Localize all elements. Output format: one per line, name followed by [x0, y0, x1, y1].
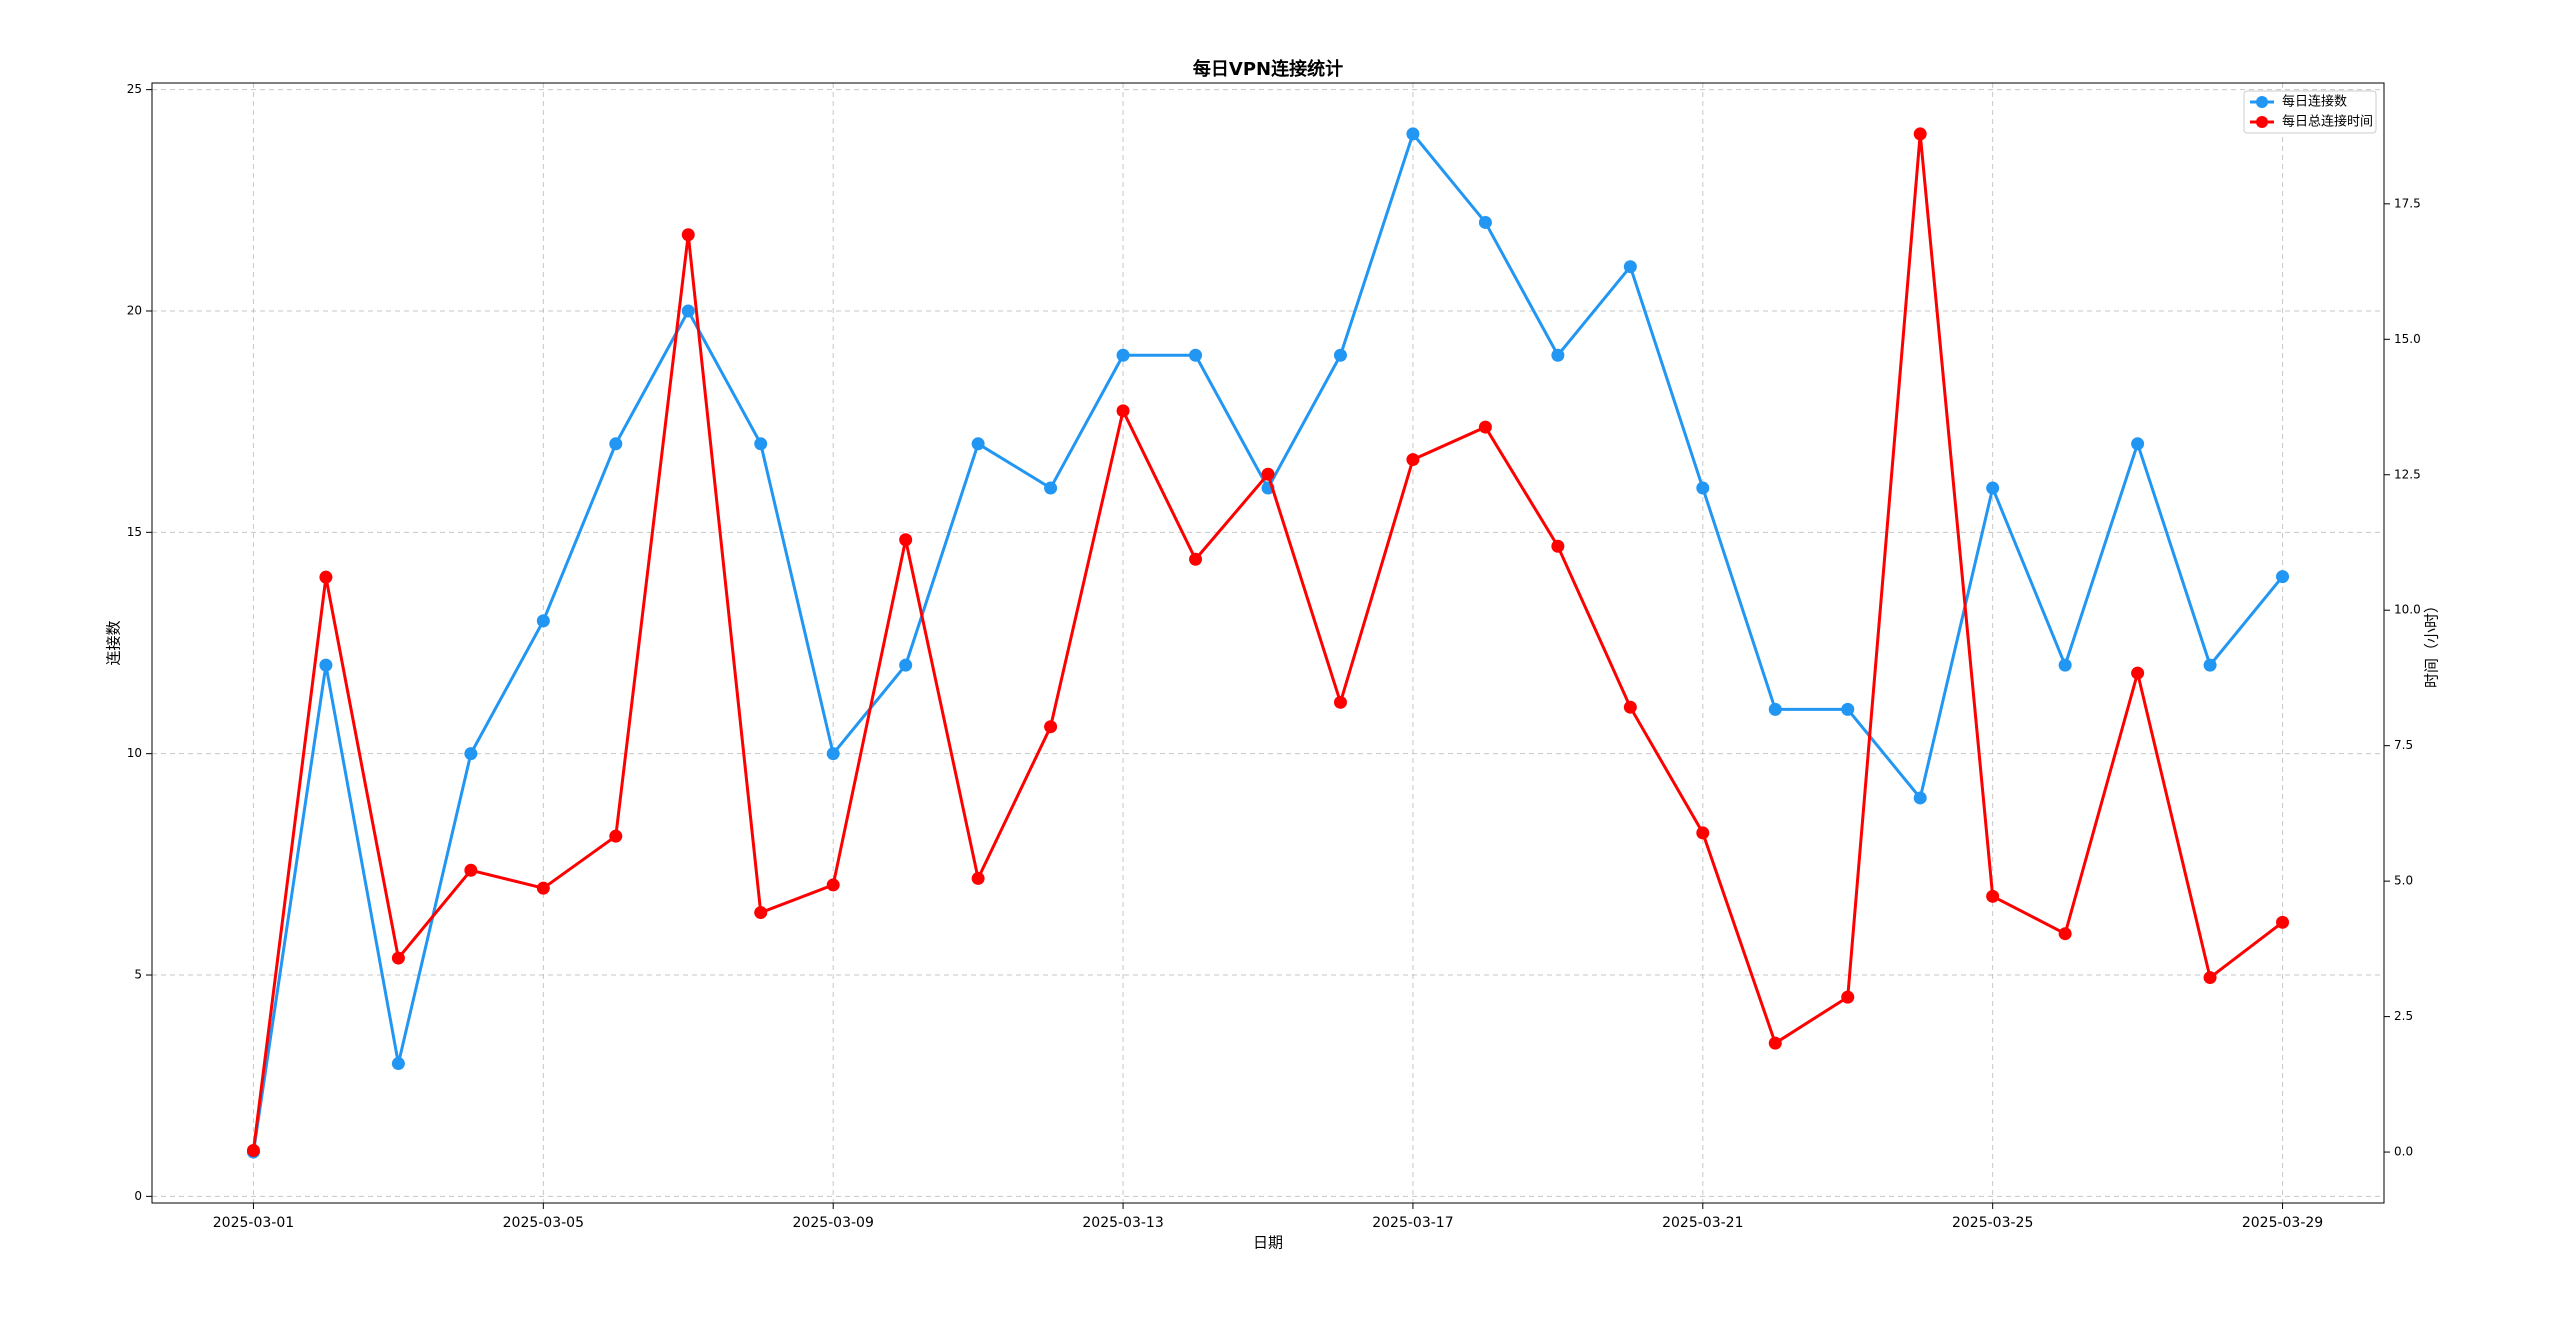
marker	[2058, 927, 2072, 941]
marker	[2131, 437, 2145, 451]
x-tick-label: 2025-03-17	[1372, 1215, 1453, 1231]
marker	[1406, 453, 1420, 467]
legend-label: 每日连接数	[2282, 94, 2347, 110]
x-tick-label: 2025-03-21	[1662, 1215, 1743, 1231]
marker	[1189, 552, 1203, 566]
x-tick-label: 2025-03-05	[503, 1215, 584, 1231]
marker	[1478, 420, 1492, 434]
marker	[1551, 348, 1565, 362]
marker	[391, 951, 405, 965]
marker	[1478, 215, 1492, 229]
y2-tick-label: 0.0	[2394, 1145, 2413, 1159]
y-tick-label: 20	[127, 303, 142, 317]
marker	[1696, 481, 1710, 495]
y2-tick-label: 17.5	[2394, 196, 2421, 210]
marker	[681, 228, 695, 242]
marker	[826, 878, 840, 892]
marker	[536, 614, 550, 628]
marker	[971, 871, 985, 885]
marker	[681, 304, 695, 318]
marker	[2131, 666, 2145, 680]
marker	[609, 829, 623, 843]
marker	[536, 881, 550, 895]
marker	[1623, 700, 1637, 714]
y-tick-label: 25	[127, 82, 142, 96]
x-tick-label: 2025-03-13	[1082, 1215, 1163, 1231]
marker	[971, 437, 985, 451]
marker	[1333, 348, 1347, 362]
marker	[1116, 348, 1130, 362]
y-tick-label: 0	[134, 1189, 142, 1203]
marker	[899, 658, 913, 672]
marker	[1986, 481, 2000, 495]
y2-tick-label: 5.0	[2394, 874, 2413, 888]
marker	[391, 1057, 405, 1071]
marker	[1333, 695, 1347, 709]
y-tick-label: 5	[134, 968, 142, 982]
marker	[899, 533, 913, 547]
marker	[1116, 404, 1130, 418]
marker	[1913, 127, 1927, 141]
legend-label: 每日总连接时间	[2282, 114, 2373, 130]
x-axis-label: 日期	[1253, 1234, 1283, 1252]
marker	[464, 747, 478, 761]
marker	[754, 906, 768, 920]
y2-tick-label: 7.5	[2394, 738, 2413, 752]
marker	[1768, 702, 1782, 716]
marker	[1986, 889, 2000, 903]
x-tick-label: 2025-03-29	[2242, 1215, 2323, 1231]
y-axis-label: 连接数	[105, 620, 123, 665]
marker	[2203, 971, 2217, 985]
legend-marker	[2256, 96, 2268, 108]
marker	[246, 1143, 260, 1157]
marker	[319, 658, 333, 672]
marker	[754, 437, 768, 451]
marker	[1768, 1036, 1782, 1050]
line	[251, 130, 2284, 1153]
marker	[2058, 658, 2072, 672]
marker	[1189, 348, 1203, 362]
marker	[1551, 539, 1565, 553]
marker	[2276, 915, 2290, 929]
x-tick-label: 2025-03-09	[793, 1215, 874, 1231]
y2-tick-label: 12.5	[2394, 467, 2421, 481]
marker	[1841, 990, 1855, 1004]
marker	[464, 863, 478, 877]
marker	[2276, 570, 2290, 584]
marker	[826, 747, 840, 761]
marker	[1696, 826, 1710, 840]
marker	[1406, 127, 1420, 141]
y2-tick-label: 2.5	[2394, 1009, 2413, 1023]
marker	[1044, 720, 1058, 734]
x-tick-label: 2025-03-01	[213, 1215, 294, 1231]
y2-tick-label: 15.0	[2394, 332, 2421, 346]
chart-title: 每日VPN连接统计	[1193, 58, 1343, 80]
plot-frame	[151, 82, 2385, 1204]
legend-marker	[2256, 116, 2268, 128]
y2-axis-label: 时间（小时）	[2423, 598, 2441, 688]
x-tick-label: 2025-03-25	[1952, 1215, 2033, 1231]
y-tick-label: 10	[127, 746, 142, 760]
marker	[2203, 658, 2217, 672]
y2-tick-label: 10.0	[2394, 603, 2421, 617]
marker	[1044, 481, 1058, 495]
marker	[1913, 791, 1927, 805]
legend-box	[2243, 90, 2377, 134]
y-tick-label: 15	[127, 525, 142, 539]
marker	[1261, 467, 1275, 481]
marker	[1841, 702, 1855, 716]
marker	[609, 437, 623, 451]
line	[251, 133, 2284, 1151]
marker	[319, 570, 333, 584]
marker	[1623, 260, 1637, 274]
